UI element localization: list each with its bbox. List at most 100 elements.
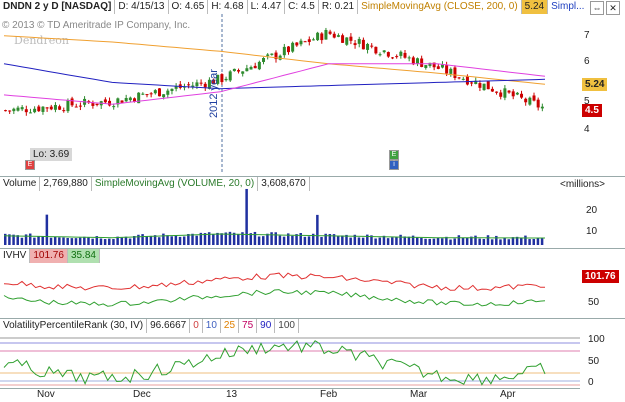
candle-body	[270, 53, 274, 55]
iv-line	[3, 272, 545, 291]
candle-body	[370, 45, 374, 47]
candle-body	[520, 93, 524, 98]
candle-body	[474, 80, 478, 84]
candle-body	[16, 107, 20, 111]
volume-bar	[28, 233, 32, 245]
candle-body	[461, 78, 465, 80]
date-label: D: 4/15/13	[115, 0, 169, 14]
ivhv-chart	[3, 272, 546, 307]
volume-sma-label[interactable]: SimpleMovingAvg (VOLUME, 20, 0)	[92, 177, 259, 191]
low-price-badge: Lo: 3.69	[30, 148, 73, 161]
candle-body	[120, 100, 124, 103]
vpr-axis-100: 100	[588, 334, 605, 345]
candle-body	[303, 41, 307, 43]
event-icon-info[interactable]: i	[389, 160, 399, 170]
price-header: DNDN 2 y D [NASDAQ] D: 4/15/13 O: 4.65 H…	[0, 0, 585, 14]
vpr-axis-50: 50	[588, 356, 600, 367]
sma-study-label[interactable]: SimpleMovingAvg (CLOSE, 200, 0)	[358, 0, 522, 14]
volume-bar	[515, 236, 519, 245]
candle-body	[411, 57, 415, 65]
volume-bar	[532, 238, 536, 245]
close-icon[interactable]: ✕	[606, 1, 620, 15]
candle-body	[28, 112, 32, 114]
ivhv-label[interactable]: IVHV	[0, 249, 31, 263]
volume-bar	[141, 234, 144, 245]
candle-body	[49, 106, 53, 110]
volume-bar	[112, 239, 115, 245]
candle-body	[112, 106, 116, 108]
candle-body	[149, 93, 153, 95]
volume-bar	[495, 235, 498, 245]
year-label: 2012 year	[208, 69, 220, 118]
volume-bar	[182, 236, 186, 245]
volume-bar	[445, 236, 448, 245]
candle-body	[33, 108, 37, 113]
candle-body	[378, 54, 382, 56]
volume-bar	[499, 239, 502, 245]
volume-bar	[212, 234, 215, 245]
candle-body	[449, 68, 453, 74]
event-icon-earnings[interactable]: E	[25, 160, 35, 170]
candle-body	[407, 57, 411, 59]
vpr-level-75: 75	[239, 319, 258, 333]
volume-bar	[436, 237, 440, 245]
last-price-tag: 4.5	[582, 104, 602, 117]
volume-bar	[216, 232, 219, 245]
copyright-text: © 2013 © TD Ameritrade IP Company, Inc.	[2, 20, 191, 31]
candle-body	[8, 110, 12, 112]
vpr-label[interactable]: VolatilityPercentileRank (30, IV)	[0, 319, 148, 333]
price-axis-7: 7	[584, 30, 590, 41]
candle-body	[187, 84, 191, 86]
volume-bar	[133, 235, 136, 245]
candle-body	[324, 29, 328, 40]
volume-bar	[291, 235, 294, 245]
volume-sma-value: 3,608,670	[258, 177, 310, 191]
x-label-nov: Nov	[37, 389, 55, 400]
vpr-level-90: 90	[257, 319, 276, 333]
volume-bar	[324, 233, 327, 245]
volume-bar	[24, 234, 28, 245]
volume-bar	[166, 235, 169, 245]
candle-body	[499, 92, 503, 97]
candle-body	[266, 54, 270, 56]
symbol-label[interactable]: DNDN 2 y D [NASDAQ]	[0, 0, 116, 14]
candle-body	[70, 98, 74, 106]
candle-body	[174, 86, 178, 89]
low-label: L: 4.47	[248, 0, 286, 14]
candle-body	[62, 110, 66, 112]
price-axis-4: 4	[584, 124, 590, 135]
volume-bar	[12, 234, 15, 245]
candle-body	[440, 64, 444, 68]
volume-bar	[320, 237, 323, 245]
volume-bar	[378, 237, 382, 245]
volume-label[interactable]: Volume	[0, 177, 41, 191]
candle-body	[103, 99, 107, 103]
event-icon-dividend[interactable]: E	[389, 150, 399, 160]
candle-body	[391, 57, 395, 59]
vpr-axis-0: 0	[588, 377, 594, 388]
x-label-apr: Apr	[500, 389, 516, 400]
volume-bar	[407, 236, 411, 245]
volume-bar	[374, 238, 377, 245]
candle-body	[133, 98, 137, 102]
study-truncated-label[interactable]: Simpl...	[548, 0, 585, 14]
candle-body	[332, 33, 336, 38]
candle-body	[228, 71, 232, 81]
open-label: O: 4.65	[169, 0, 209, 14]
ivhv-header: IVHV 101.76 35.84	[0, 249, 100, 263]
candle-body	[386, 52, 390, 57]
volume-bar	[8, 234, 11, 245]
volume-bar	[149, 235, 153, 245]
volume-bar	[70, 238, 74, 245]
volume-bar	[482, 239, 486, 245]
volume-bar	[428, 238, 431, 245]
candle-body	[399, 51, 403, 56]
expand-icon[interactable]: ⇔	[590, 1, 604, 15]
x-label-mar: Mar	[410, 389, 428, 400]
candle-body	[145, 94, 149, 96]
volume-bar	[20, 237, 24, 245]
volume-bar	[361, 237, 365, 245]
candle-body	[4, 110, 7, 112]
candle-body	[486, 81, 490, 90]
hv-value: 35.84	[67, 249, 100, 263]
